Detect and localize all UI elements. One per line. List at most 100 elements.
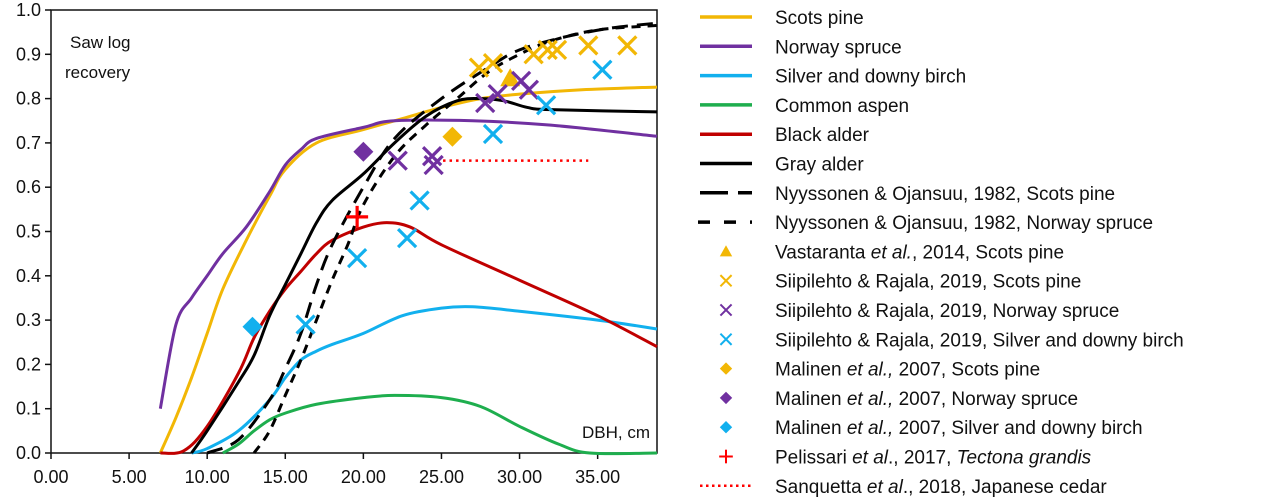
data-point-siipilehto-rajala-2019-norway-spruce	[475, 92, 496, 114]
legend-label: Scots pine	[775, 8, 864, 29]
legend-label-part: Black alder	[775, 125, 870, 146]
legend-label-part: Siipilehto & Rajala, 2019, Norway spruce	[775, 301, 1119, 322]
x-stroke	[346, 247, 368, 269]
legend-label-part: et al.,	[847, 360, 893, 381]
legend-label-part: Common aspen	[775, 96, 909, 117]
x-stroke	[578, 35, 599, 56]
y-axis-label-line2: recovery	[65, 63, 131, 82]
x-stroke	[487, 84, 508, 105]
data-point-siipilehto-rajala-2019-norway-spruce	[387, 150, 408, 171]
legend-label-part: et al.	[871, 242, 912, 263]
y-tick-label: 0.2	[16, 354, 41, 374]
legend-item-silver-and-downy-birch: Silver and downy birch	[700, 67, 966, 88]
legend-label-part: Scots pine	[775, 8, 864, 29]
x-tick-label: 10.00	[185, 467, 230, 487]
x-stroke	[387, 150, 408, 171]
legend-item-scots-pine: Scots pine	[700, 8, 864, 29]
series-line-nyyssonen-ojansuu-1982-norway-spruce	[252, 24, 658, 454]
legend-label-part: Siipilehto & Rajala, 2019, Scots pine	[775, 272, 1081, 293]
legend-label-part: Tectona grandis	[957, 448, 1092, 469]
legend-label: Malinen et al., 2007, Scots pine	[775, 360, 1040, 381]
legend-label-part: Gray alder	[775, 155, 864, 176]
y-axis-label-line1: Saw log	[70, 33, 130, 52]
y-tick-label: 0.9	[16, 44, 41, 64]
legend-item-black-alder: Black alder	[700, 125, 870, 146]
legend-item-pelissari-et-al-2017-tectona-grandis: Pelissari et al., 2017, Tectona grandis	[719, 448, 1092, 469]
data-point-siipilehto-rajala-2019-silver-and-downy-birch	[396, 228, 418, 249]
x-tick-label: 5.00	[112, 467, 147, 487]
series-layer	[158, 21, 658, 456]
data-point-siipilehto-rajala-2019-silver-and-downy-birch	[295, 314, 316, 335]
y-tick-label: 0.8	[16, 89, 41, 109]
legend-label: Nyyssonen & Ojansuu, 1982, Scots pine	[775, 184, 1115, 205]
legend-item-siipilehto-rajala-2019-silver-and-downy-birch: Siipilehto & Rajala, 2019, Silver and do…	[719, 330, 1184, 351]
y-tick-label: 0.6	[16, 177, 41, 197]
legend-label-part: et al.,	[847, 389, 893, 410]
legend-label: Pelissari et al., 2017, Tectona grandis	[775, 448, 1092, 469]
data-point-malinen-et-al-2007-silver-and-downy-birch	[242, 316, 263, 337]
x-stroke	[409, 190, 430, 211]
x-stroke	[719, 303, 733, 317]
data-point-siipilehto-rajala-2019-norway-spruce	[423, 154, 444, 176]
data-point-siipilehto-rajala-2019-silver-and-downy-birch	[409, 190, 430, 211]
x-stroke	[423, 154, 444, 176]
data-point-siipilehto-rajala-2019-scots-pine	[578, 35, 599, 56]
legend-label: Sanquetta et al., 2018, Japanese cedar	[775, 477, 1107, 498]
data-point-siipilehto-rajala-2019-silver-and-downy-birch	[346, 247, 368, 269]
x-tick-label: 15.00	[263, 467, 308, 487]
legend-label-part: et al	[867, 477, 904, 498]
x-tick-label: 30.00	[497, 467, 542, 487]
data-point-siipilehto-rajala-2019-norway-spruce	[518, 79, 540, 100]
legend-label-part: 2007, Silver and downy birch	[893, 418, 1142, 439]
x-stroke	[617, 35, 638, 56]
data-point-siipilehto-rajala-2019-silver-and-downy-birch	[482, 123, 504, 145]
data-point-siipilehto-rajala-2019-norway-spruce	[487, 84, 508, 105]
legend-item-malinen-et-al-2007-norway-spruce: Malinen et al., 2007, Norway spruce	[719, 389, 1078, 410]
data-point-malinen-et-al-2007-scots-pine	[442, 126, 463, 147]
legend-label-part: ., 2018, Japanese cedar	[903, 477, 1108, 498]
x-tick-label: 0.00	[33, 467, 68, 487]
legend-label-part: et al	[852, 448, 889, 469]
x-stroke	[396, 228, 418, 249]
legend-item-malinen-et-al-2007-silver-and-downy-birch: Malinen et al., 2007, Silver and downy b…	[719, 418, 1143, 439]
legend-marker	[719, 421, 733, 434]
y-tick-label: 0.5	[16, 222, 41, 242]
y-tick-label: 0.4	[16, 266, 41, 286]
y-tick-label: 0.0	[16, 443, 41, 463]
data-point-pelissari-et-al-2017-tectona-grandis	[346, 205, 369, 228]
x-stroke	[295, 314, 316, 335]
legend-label-part: et al.,	[847, 418, 893, 439]
legend-label-part: Vastaranta	[775, 242, 871, 263]
legend-label: Gray alder	[775, 155, 864, 176]
legend-label: Malinen et al., 2007, Silver and downy b…	[775, 418, 1143, 439]
series-line-scots-pine	[158, 85, 658, 454]
x-stroke	[719, 274, 733, 287]
legend-label: Siipilehto & Rajala, 2019, Silver and do…	[775, 330, 1184, 351]
y-tick-label: 1.0	[16, 0, 41, 20]
legend-marker	[719, 449, 733, 464]
legend-item-nyyssonen-ojansuu-1982-norway-spruce: Nyyssonen & Ojansuu, 1982, Norway spruce	[698, 213, 1153, 234]
data-point-siipilehto-rajala-2019-scots-pine	[546, 39, 568, 61]
legend-label-part: Malinen	[775, 418, 847, 439]
x-stroke	[421, 146, 443, 167]
data-point-siipilehto-rajala-2019-scots-pine	[617, 35, 638, 56]
legend-label: Norway spruce	[775, 37, 902, 58]
legend-marker	[719, 333, 733, 346]
data-point-malinen-et-al-2007-norway-spruce	[353, 141, 374, 162]
x-axis-label: DBH, cm	[582, 423, 650, 442]
series-line-norway-spruce	[158, 118, 658, 409]
x-tick-label: 25.00	[419, 467, 464, 487]
x-stroke	[546, 39, 568, 61]
legend-item-siipilehto-rajala-2019-scots-pine: Siipilehto & Rajala, 2019, Scots pine	[719, 272, 1081, 293]
data-point-siipilehto-rajala-2019-silver-and-downy-birch	[592, 59, 613, 80]
x-stroke	[475, 92, 496, 114]
legend-item-siipilehto-rajala-2019-norway-spruce: Siipilehto & Rajala, 2019, Norway spruce	[719, 301, 1119, 322]
x-stroke	[482, 53, 504, 74]
x-stroke	[719, 333, 733, 346]
legend-item-nyyssonen-ojansuu-1982-scots-pine: Nyyssonen & Ojansuu, 1982, Scots pine	[700, 184, 1115, 205]
axes: 0.0 0.1 0.2 0.3 0.4 0.5 0.6 0.7 0.8 0.9 1.0 0.00 5.0…	[16, 0, 658, 487]
legend-item-common-aspen: Common aspen	[700, 96, 909, 117]
legend-marker	[719, 303, 733, 317]
x-stroke	[592, 59, 613, 80]
